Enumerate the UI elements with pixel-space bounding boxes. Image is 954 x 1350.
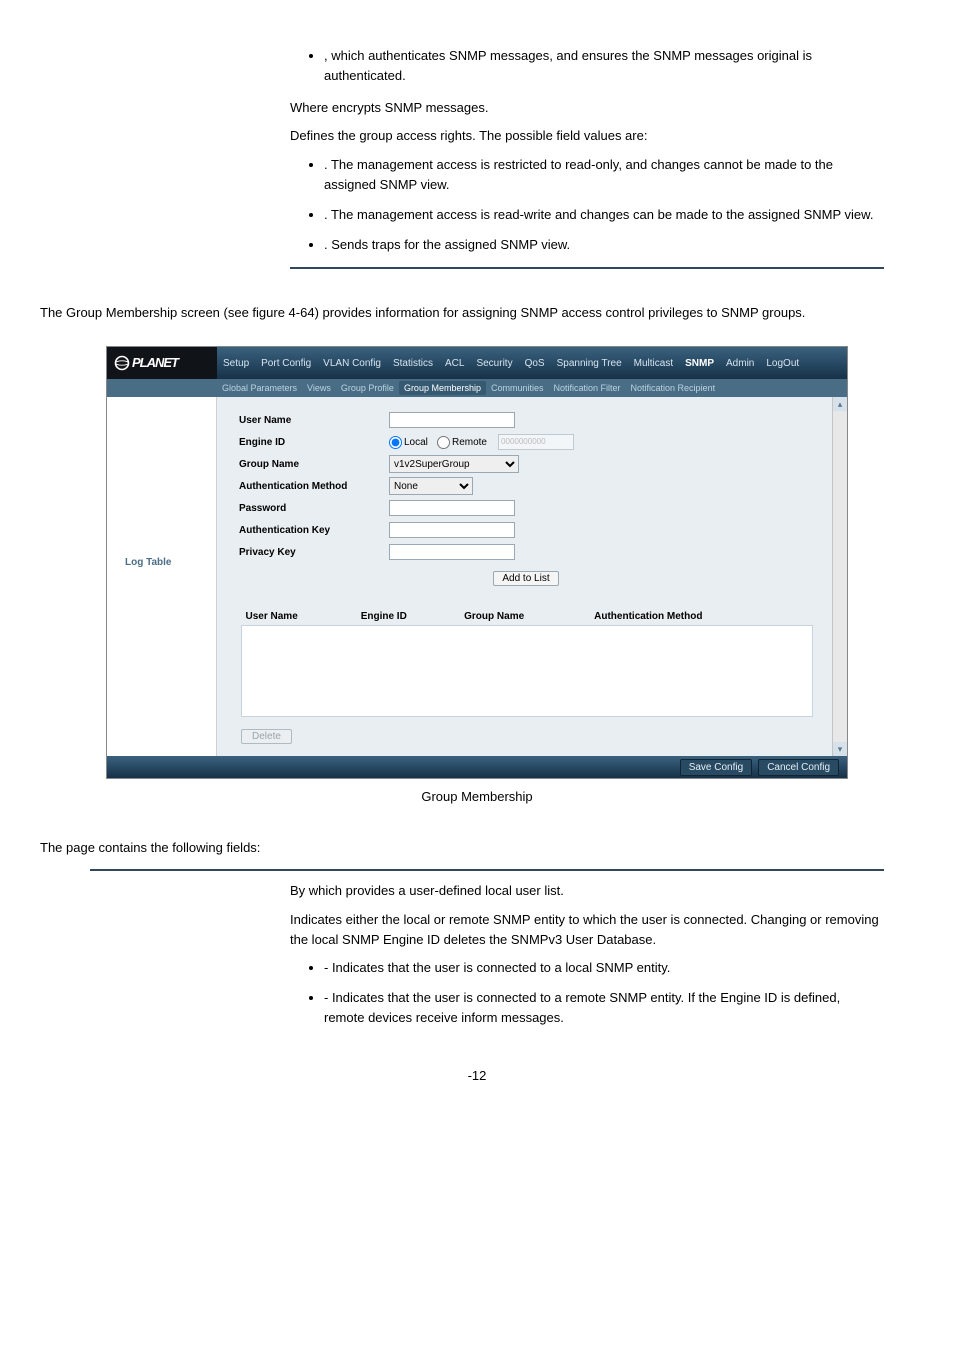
radio-local-label[interactable]: Local [389,437,428,448]
user-table: User NameEngine IDGroup NameAuthenticati… [241,608,813,717]
bullet-read: . The management access is restricted to… [324,155,884,195]
logo: PLANET [107,347,217,379]
main-tab-multicast[interactable]: Multicast [628,347,679,379]
bullet-write: . The management access is read-write an… [324,205,884,225]
where-line: Where encrypts SNMP messages. [290,98,884,118]
sub-tab-global-parameters[interactable]: Global Parameters [217,383,302,393]
th-user-name: User Name [242,608,357,626]
bullet-auth: , which authenticates SNMP messages, and… [324,46,884,86]
main-tab-port-config[interactable]: Port Config [255,347,317,379]
divider [290,267,884,269]
label-user-name: User Name [239,415,389,426]
sub-tab-group-profile[interactable]: Group Profile [336,383,399,393]
main-tab-vlan-config[interactable]: VLAN Config [317,347,387,379]
label-auth-key: Authentication Key [239,525,389,536]
defines-line: Defines the group access rights. The pos… [290,126,884,146]
save-config-button[interactable]: Save Config [680,759,752,776]
add-to-list-button[interactable]: Add to List [493,571,558,586]
svg-text:PLANET: PLANET [132,355,180,370]
label-password: Password [239,503,389,514]
main-tab-setup[interactable]: Setup [217,347,255,379]
figure-caption: Group Membership [40,789,914,804]
cancel-config-button[interactable]: Cancel Config [758,759,839,776]
lower-p2: Indicates either the local or remote SNM… [290,910,884,950]
page-number: -12 [40,1068,914,1083]
sub-tab-group-membership[interactable]: Group Membership [399,381,486,395]
main-tabs: SetupPort ConfigVLAN ConfigStatisticsACL… [217,347,847,379]
intro-paragraph: The Group Membership screen (see figure … [40,299,914,326]
th-group-name: Group Name [460,608,590,626]
main-tab-security[interactable]: Security [470,347,518,379]
bullet-traps: . Sends traps for the assigned SNMP view… [324,235,884,255]
scroll-down-icon[interactable]: ▾ [833,742,847,756]
main-tab-statistics[interactable]: Statistics [387,347,439,379]
radio-remote[interactable] [437,436,450,449]
input-password[interactable] [389,500,515,516]
table-row [242,626,813,717]
lower-bullet-local: - Indicates that the user is connected t… [324,958,884,978]
radio-local[interactable] [389,436,402,449]
main-tab-logout[interactable]: LogOut [760,347,805,379]
sub-tab-communities[interactable]: Communities [486,383,549,393]
delete-button[interactable]: Delete [241,729,292,744]
fields-intro: The page contains the following fields: [40,840,914,855]
input-auth-key[interactable] [389,522,515,538]
scroll-up-icon[interactable]: ▴ [833,397,847,411]
left-nav: Log Table [107,397,217,756]
sub-tab-notification-filter[interactable]: Notification Filter [549,383,626,393]
label-engine-id: Engine ID [239,437,389,448]
radio-remote-label[interactable]: Remote [437,437,487,448]
sub-tab-views[interactable]: Views [302,383,336,393]
label-privacy-key: Privacy Key [239,547,389,558]
main-tab-snmp[interactable]: SNMP [679,347,720,379]
label-group-name: Group Name [239,459,389,470]
scrollbar[interactable]: ▴ ▾ [832,397,847,756]
th-authentication-method: Authentication Method [590,608,812,626]
label-auth-method: Authentication Method [239,481,389,492]
divider2 [90,869,884,871]
main-tab-spanning-tree[interactable]: Spanning Tree [551,347,628,379]
footer-bar: Save Config Cancel Config [107,756,847,778]
lower-bullet-remote: - Indicates that the user is connected t… [324,988,884,1028]
left-log-table[interactable]: Log Table [107,557,216,568]
screenshot-group-membership: PLANET SetupPort ConfigVLAN ConfigStatis… [106,346,848,779]
sub-tab-notification-recipient[interactable]: Notification Recipient [626,383,721,393]
th-engine-id: Engine ID [357,608,460,626]
input-privacy-key[interactable] [389,544,515,560]
main-tab-qos[interactable]: QoS [519,347,551,379]
select-auth-method[interactable]: None [389,477,473,495]
remote-id-box: 0000000000 [498,434,574,450]
main-tab-admin[interactable]: Admin [720,347,760,379]
sub-tabs: Global ParametersViewsGroup ProfileGroup… [107,379,847,397]
main-tab-acl[interactable]: ACL [439,347,470,379]
input-user-name[interactable] [389,412,515,428]
select-group-name[interactable]: v1v2SuperGroup [389,455,519,473]
lower-p1: By which provides a user-defined local u… [290,881,884,901]
